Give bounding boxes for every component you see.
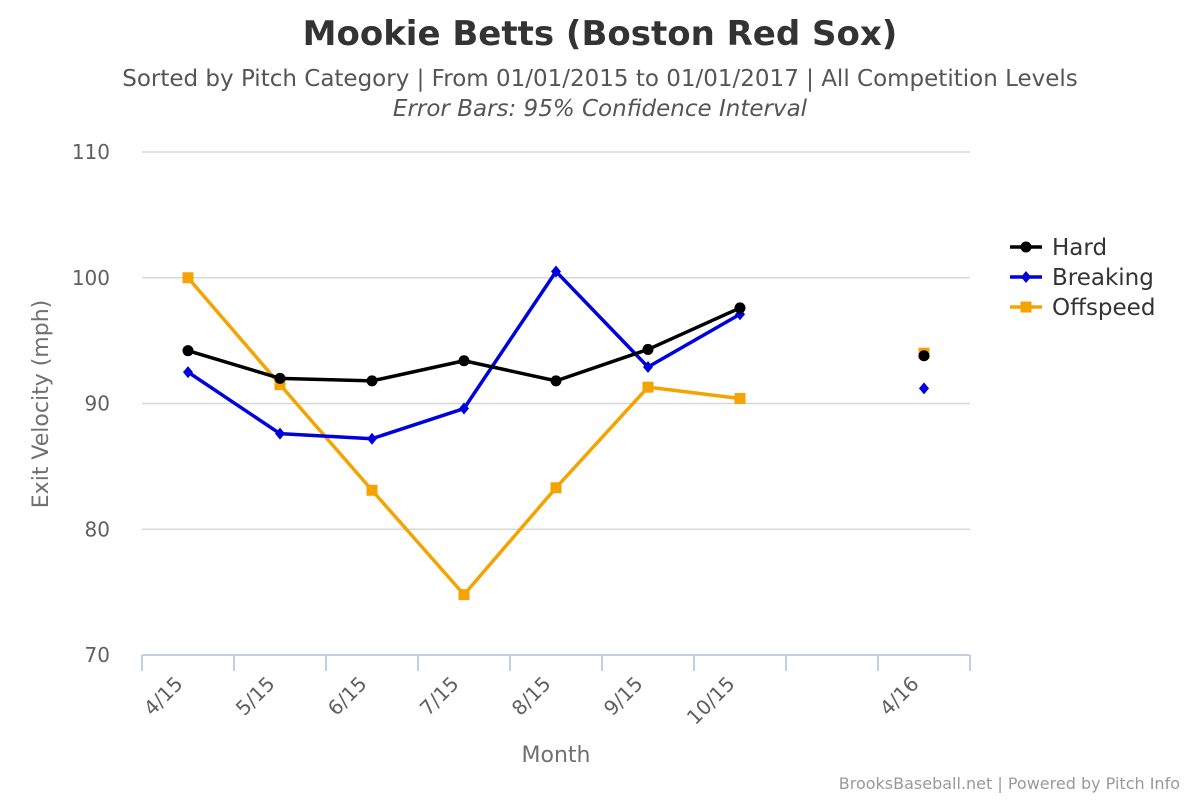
data-point-offspeed[interactable] [366,484,378,496]
x-tick-label: 7/15 [415,672,464,721]
y-tick-label: 100 [72,266,110,290]
y-axis-title: Exit Velocity (mph) [29,300,54,508]
data-point-breaking[interactable] [367,432,377,445]
x-axis-title: Month [522,743,591,768]
x-axis: 4/15 5/15 6/15 7/15 8/15 9/15 10/15 4/16 [139,654,971,730]
chart-note: Error Bars: 95% Confidence Interval [392,96,808,122]
series-hard [182,302,930,387]
legend-label: Offspeed [1052,295,1155,321]
data-point-breaking[interactable] [551,265,561,278]
x-tick-label: 4/16 [875,672,924,721]
data-point-offspeed[interactable] [642,381,654,393]
legend-marker [1020,241,1032,253]
x-tick-label: 5/15 [231,672,280,721]
data-point-hard[interactable] [734,302,746,314]
y-tick-label: 90 [85,392,110,416]
series-line-hard[interactable] [187,306,741,383]
legend-item-breaking[interactable]: Breaking [1010,265,1154,291]
y-tick-label: 70 [85,643,110,667]
legend: Hard Breaking Offspeed [1010,235,1155,321]
legend-marker [1021,271,1031,283]
chart-title: Mookie Betts (Boston Red Sox) [302,14,898,54]
data-point-hard[interactable] [274,372,286,384]
data-point-hard[interactable] [182,345,194,357]
data-point-breaking[interactable] [919,382,929,395]
chart-subtitle: Sorted by Pitch Category | From 01/01/20… [122,66,1078,92]
legend-item-hard[interactable]: Hard [1010,235,1107,261]
data-point-offspeed[interactable] [458,589,470,601]
data-point-breaking[interactable] [459,402,469,415]
y-axis: 70 80 90 100 110 [72,140,110,667]
y-tick-label: 80 [85,517,110,541]
data-point-offspeed[interactable] [734,392,746,404]
grid-lines [142,151,970,530]
data-point-hard[interactable] [918,350,930,362]
x-tick-label: 8/15 [507,672,556,721]
data-point-offspeed[interactable] [182,272,194,284]
data-point-offspeed[interactable] [550,482,562,494]
series-layer [182,265,930,601]
legend-label: Breaking [1052,265,1154,291]
data-point-breaking[interactable] [275,427,285,440]
x-tick-label: 9/15 [599,672,648,721]
data-point-breaking[interactable] [183,366,193,379]
data-point-hard[interactable] [642,343,654,355]
data-point-hard[interactable] [458,355,470,367]
series-line-offspeed[interactable] [186,276,741,597]
data-point-hard[interactable] [550,375,562,387]
x-tick-label: 6/15 [323,672,372,721]
legend-item-offspeed[interactable]: Offspeed [1010,295,1155,321]
y-tick-label: 110 [72,140,110,164]
legend-marker [1020,301,1032,313]
data-point-hard[interactable] [366,375,378,387]
legend-label: Hard [1052,235,1107,261]
credits-text[interactable]: BrooksBaseball.net | Powered by Pitch In… [838,774,1180,793]
x-tick-label: 10/15 [682,672,740,730]
series-breaking [183,265,929,445]
data-point-offspeed[interactable] [274,379,286,391]
data-point-breaking[interactable] [643,361,653,374]
x-tick-label: 4/15 [139,672,188,721]
